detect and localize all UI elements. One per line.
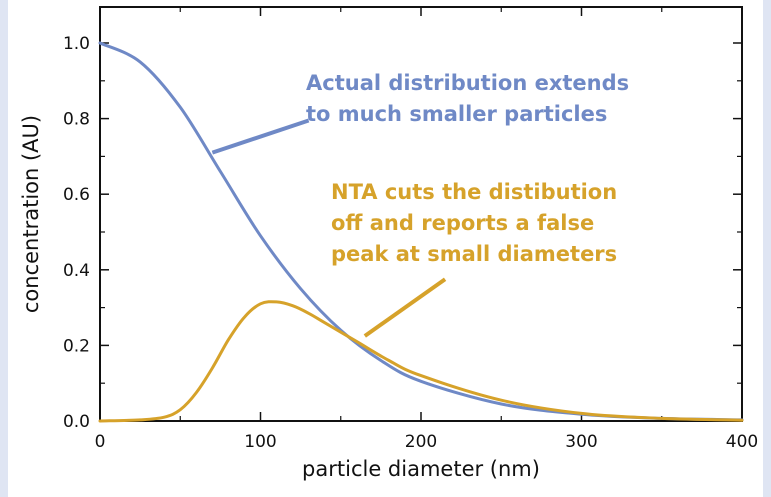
- y-tick-label: 0.0: [63, 412, 90, 432]
- x-tick-label: 200: [405, 432, 437, 452]
- annotation-actual-line: to much smaller particles: [306, 102, 607, 126]
- series-layer: [98, 41, 744, 423]
- x-tick-label: 0: [95, 432, 106, 452]
- y-tick-label: 1.0: [63, 34, 90, 54]
- y-tick-label: 0.6: [63, 185, 90, 205]
- annotation-nta-line: NTA cuts the distibution: [331, 180, 617, 204]
- x-tick-label: 300: [565, 432, 597, 452]
- y-axis-label: concentration (AU): [19, 115, 43, 313]
- annotation-actual-pointer: [211, 118, 310, 155]
- annotation-nta-pointer: [363, 277, 447, 338]
- annotation-layer: Actual distribution extends to much small…: [211, 71, 629, 338]
- series-line-nta: [98, 300, 744, 423]
- y-tick-label: 0.4: [63, 261, 90, 281]
- x-axis-label: particle diameter (nm): [302, 457, 540, 481]
- annotation-actual-line: Actual distribution extends: [306, 71, 629, 95]
- annotation-nta-line: peak at small diameters: [331, 242, 617, 266]
- axis-ticks: 0 100 200 300 400 0.0 0.2 0.4 0.6 0.8 1.0: [63, 7, 758, 452]
- y-tick-label: 0.2: [63, 336, 90, 356]
- y-tick-label: 0.8: [63, 110, 90, 130]
- annotation-nta-line: off and reports a false: [331, 211, 594, 235]
- x-tick-label: 400: [726, 432, 758, 452]
- plot-area: [99, 6, 743, 422]
- x-tick-label: 100: [244, 432, 276, 452]
